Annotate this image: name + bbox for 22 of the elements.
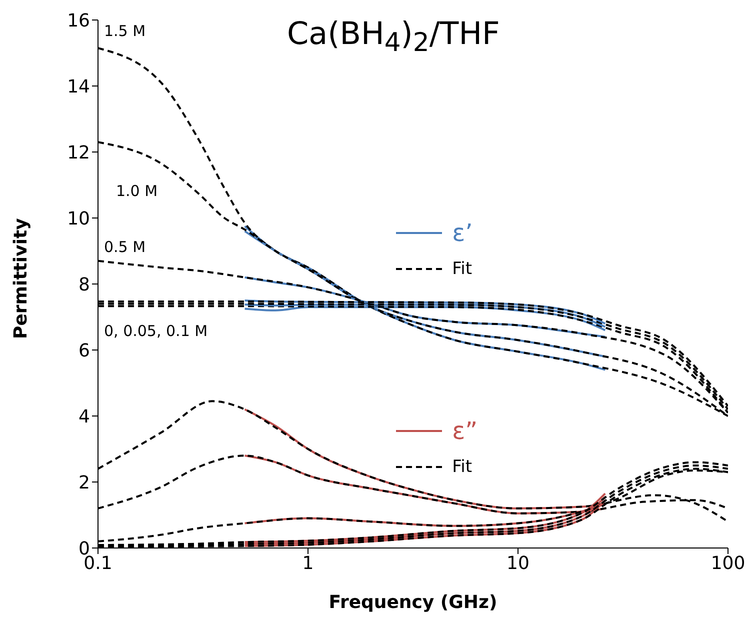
y-tick-label: 6 [78, 340, 90, 362]
legend-label: ε’ [452, 219, 473, 248]
annotation: 0, 0.05, 0.1 M [104, 322, 208, 340]
y-tick-label: 10 [67, 208, 90, 230]
y-axis-title: Permittivity [10, 218, 32, 339]
x-tick-label: 10 [506, 552, 530, 574]
legend-label: ε” [452, 417, 478, 446]
y-tick-label: 4 [78, 406, 90, 428]
x-axis-title: Frequency (GHz) [328, 592, 498, 613]
y-tick-label: 8 [78, 274, 90, 296]
x-tick-label: 100 [710, 552, 746, 574]
legend-label: Fit [452, 259, 472, 280]
y-tick-label: 2 [78, 472, 90, 494]
annotation: 0.5 M [104, 238, 146, 256]
y-tick-label: 14 [67, 76, 90, 98]
annotation: 1.0 M [116, 182, 158, 200]
legend-label: Fit [452, 457, 472, 478]
x-tick-label: 1 [302, 552, 314, 574]
annotation: 1.5 M [104, 22, 146, 40]
chart-title: Ca(BH$_{4}$)$_{2}$/THF [287, 16, 500, 58]
y-tick-label: 16 [67, 10, 90, 32]
y-tick-label: 12 [67, 142, 90, 164]
